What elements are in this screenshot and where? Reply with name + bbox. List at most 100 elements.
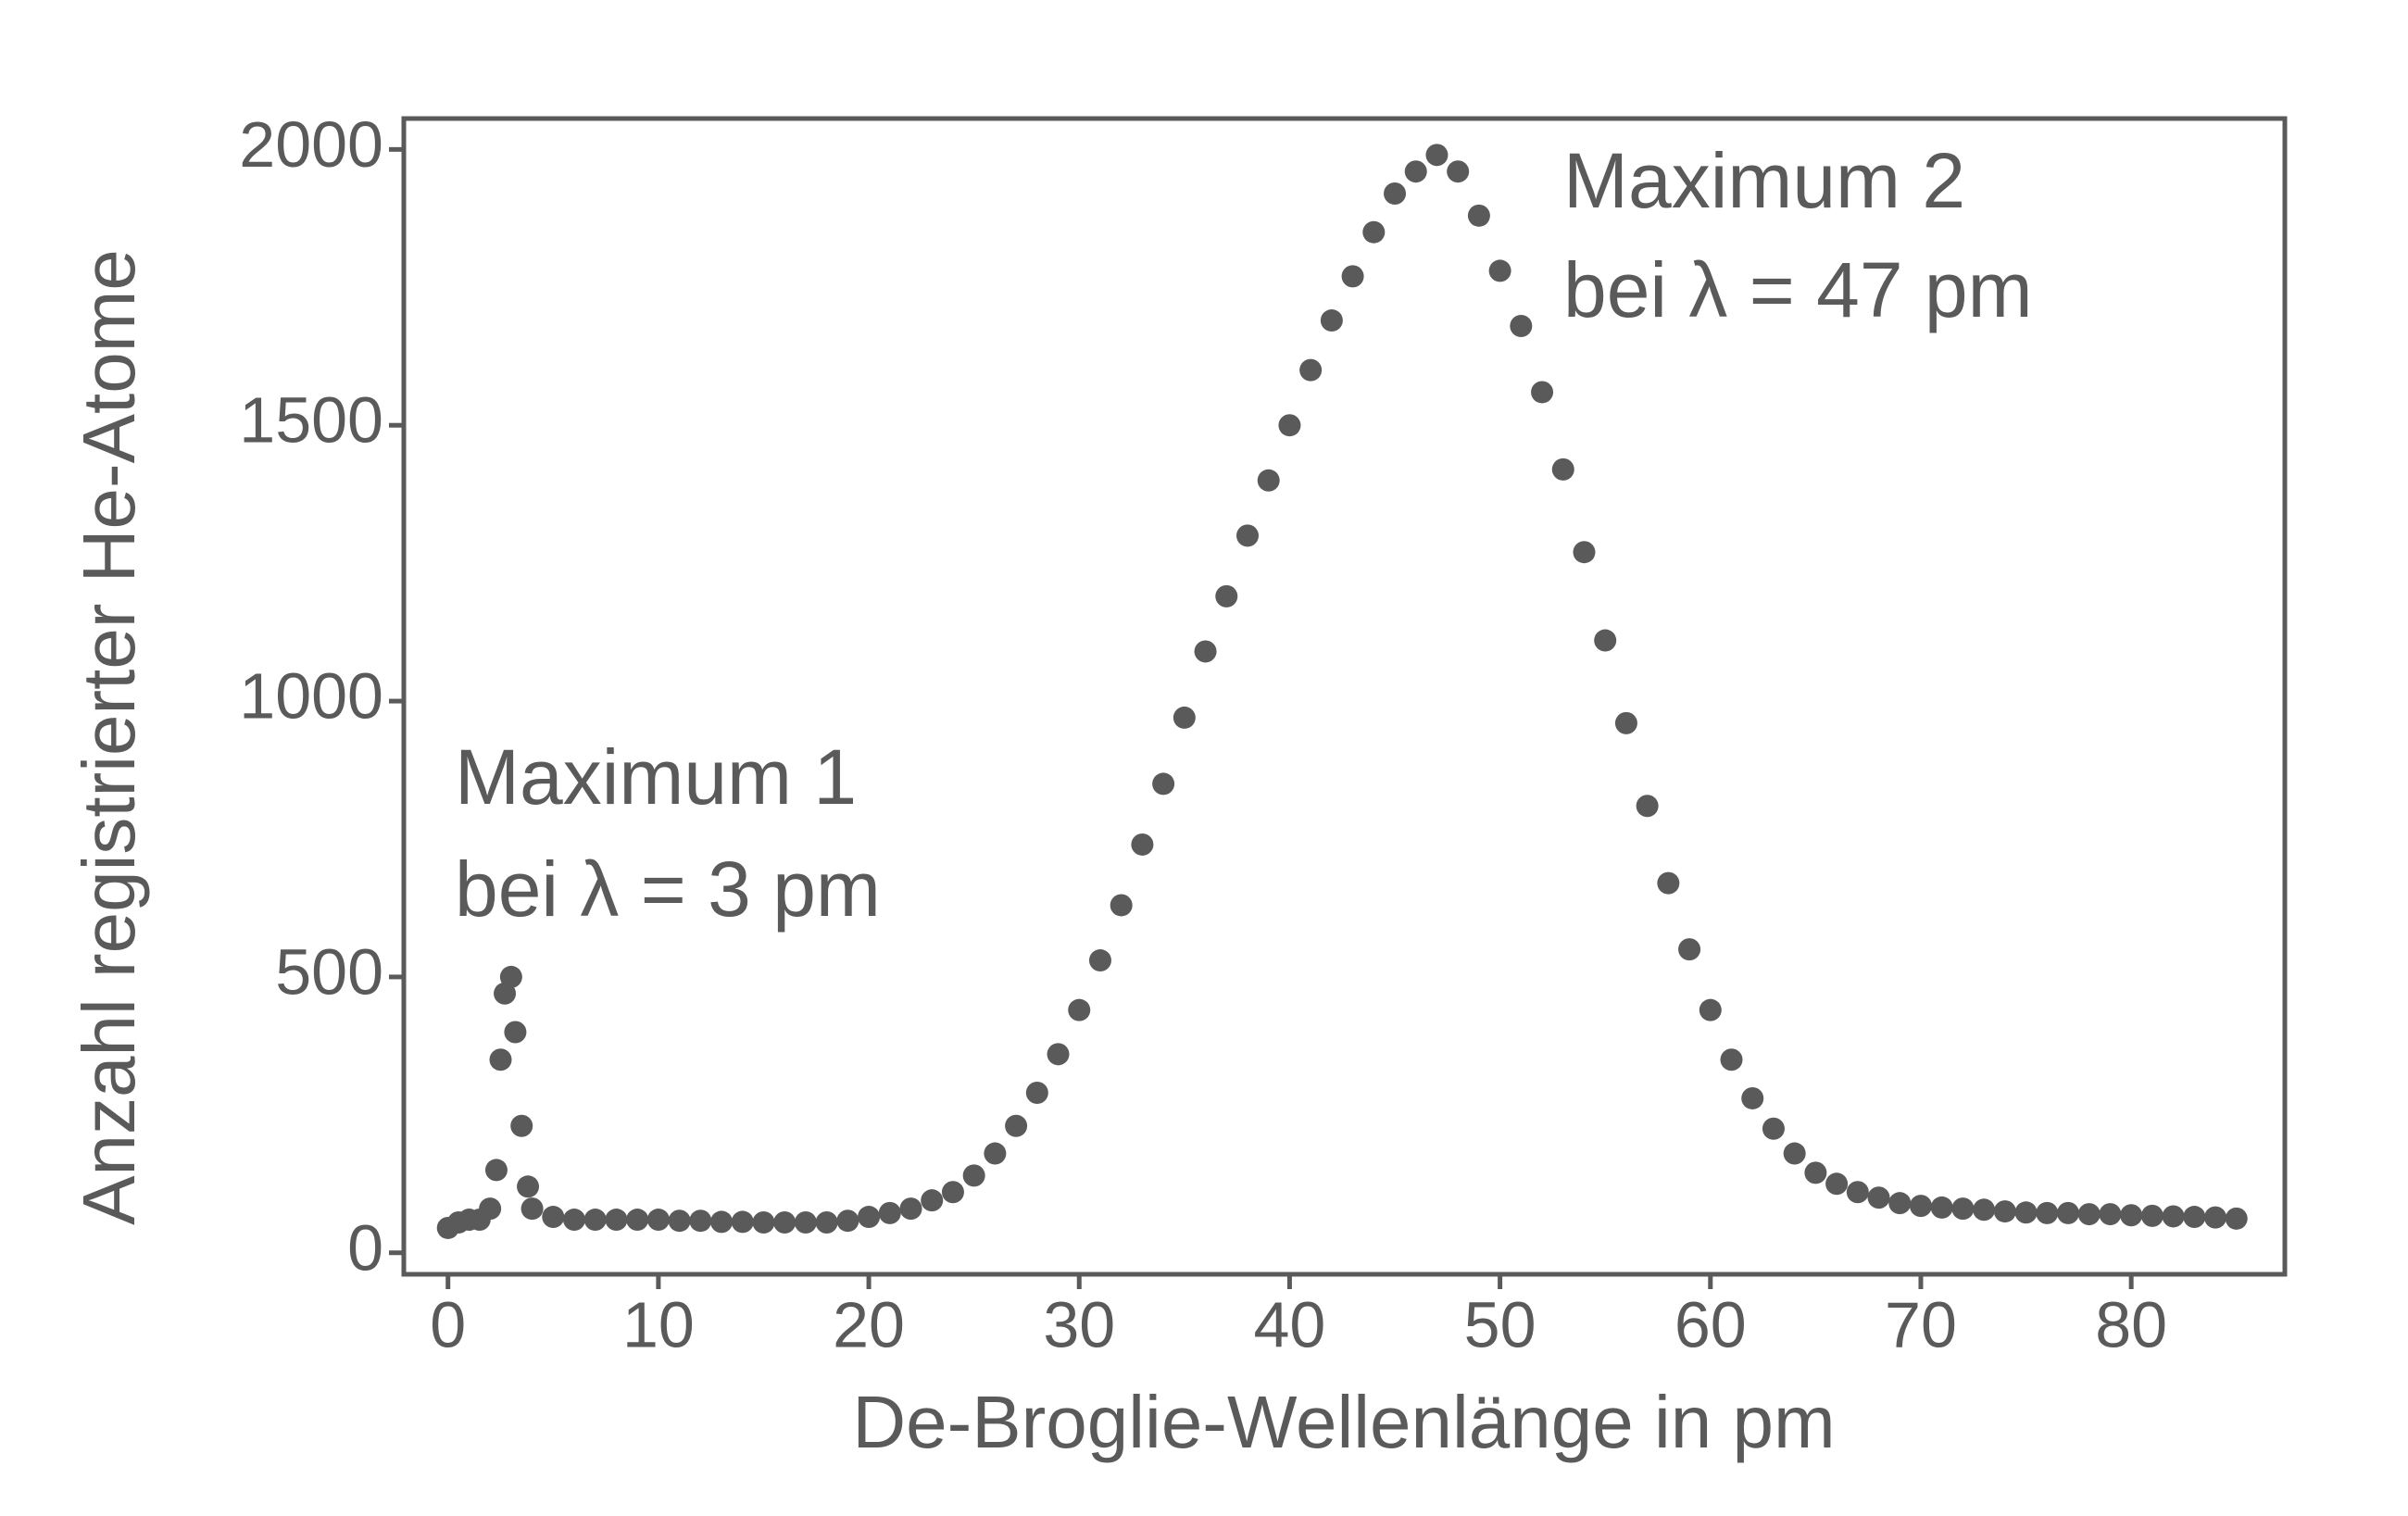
- x-tick-label: 60: [1674, 1288, 1747, 1360]
- data-point: [1152, 772, 1175, 796]
- data-point: [710, 1210, 734, 1234]
- data-point: [1025, 1082, 1048, 1105]
- data-point: [836, 1209, 859, 1233]
- data-point: [2077, 1203, 2101, 1226]
- data-point: [1867, 1186, 1890, 1209]
- y-tick-label: 1500: [239, 384, 383, 457]
- x-tick-label: 40: [1253, 1288, 1325, 1360]
- data-point: [1909, 1195, 1932, 1218]
- data-point: [1783, 1142, 1806, 1165]
- x-tick-label: 10: [622, 1288, 695, 1360]
- data-point: [1636, 795, 1659, 818]
- data-point: [1068, 998, 1091, 1021]
- annotation: Maximum 1: [455, 733, 857, 821]
- data-point: [815, 1211, 838, 1234]
- y-tick-label: 500: [275, 935, 383, 1008]
- data-point: [510, 1114, 533, 1137]
- data-point: [1678, 938, 1701, 961]
- data-point: [2036, 1201, 2059, 1224]
- data-point: [1278, 414, 1301, 437]
- data-point: [2225, 1207, 2248, 1230]
- data-point: [1235, 524, 1259, 547]
- x-tick-label: 30: [1043, 1288, 1115, 1360]
- data-point: [1488, 259, 1511, 282]
- data-point: [1614, 711, 1637, 734]
- data-point: [489, 1048, 512, 1071]
- data-point: [1320, 309, 1343, 332]
- data-point: [1467, 204, 1490, 227]
- data-point: [1930, 1196, 1953, 1219]
- data-point: [605, 1209, 628, 1232]
- data-point: [2140, 1204, 2163, 1227]
- data-point: [1173, 706, 1196, 729]
- data-point: [2014, 1201, 2038, 1224]
- data-point: [1194, 640, 1217, 663]
- data-point: [984, 1142, 1007, 1165]
- data-point: [1573, 541, 1596, 564]
- data-point: [731, 1210, 754, 1234]
- data-point: [962, 1164, 985, 1187]
- data-point: [1993, 1200, 2016, 1223]
- data-point: [504, 1021, 527, 1044]
- data-point: [1110, 894, 1133, 917]
- data-point: [1804, 1161, 1827, 1184]
- data-point: [1888, 1192, 1912, 1215]
- data-point: [899, 1197, 922, 1221]
- data-point: [517, 1175, 540, 1198]
- y-axis-label: Anzahl registrierter He-Atome: [68, 249, 150, 1225]
- data-point: [1510, 314, 1533, 337]
- annotation: Maximum 2: [1563, 137, 1965, 224]
- data-point: [878, 1201, 901, 1224]
- data-point: [1384, 182, 1407, 206]
- data-point: [1362, 220, 1386, 244]
- data-point: [1088, 949, 1111, 972]
- data-point: [921, 1189, 944, 1212]
- data-point: [1341, 265, 1364, 288]
- annotation: bei λ = 47 pm: [1563, 246, 2033, 333]
- data-point: [1951, 1197, 1975, 1221]
- data-point: [2120, 1204, 2143, 1227]
- data-point: [1531, 381, 1554, 404]
- data-point: [1215, 584, 1238, 608]
- data-point: [941, 1181, 964, 1204]
- data-point: [646, 1209, 670, 1232]
- x-tick-label: 50: [1464, 1288, 1536, 1360]
- data-point: [1720, 1048, 1743, 1071]
- annotation: bei λ = 3 pm: [455, 846, 881, 933]
- data-point: [1594, 629, 1617, 652]
- data-point: [2204, 1206, 2227, 1229]
- data-point: [1846, 1181, 1869, 1204]
- data-point: [2162, 1205, 2185, 1228]
- y-tick-label: 0: [347, 1211, 383, 1284]
- data-point: [1404, 160, 1427, 183]
- plot-frame: [401, 116, 2288, 1277]
- data-point: [583, 1209, 607, 1232]
- data-point: [1825, 1172, 1849, 1196]
- data-point: [542, 1206, 565, 1229]
- data-point: [1005, 1114, 1028, 1137]
- data-point: [1447, 160, 1470, 183]
- data-point: [479, 1197, 502, 1221]
- data-point: [1551, 457, 1574, 481]
- data-point: [1657, 871, 1680, 895]
- data-point: [1131, 833, 1154, 856]
- data-point: [2057, 1201, 2080, 1224]
- data-point: [484, 1159, 508, 1182]
- data-point: [1762, 1117, 1785, 1140]
- data-point: [563, 1209, 586, 1232]
- data-point: [1257, 469, 1280, 492]
- data-point: [1741, 1086, 1764, 1109]
- x-tick-label: 20: [833, 1288, 905, 1360]
- data-point: [752, 1211, 775, 1234]
- y-tick-label: 1000: [239, 660, 383, 733]
- data-point: [1973, 1198, 1996, 1222]
- data-point: [689, 1209, 712, 1233]
- data-point: [520, 1197, 544, 1221]
- x-tick-label: 0: [430, 1288, 466, 1360]
- data-point: [1047, 1043, 1070, 1066]
- x-axis-label: De-Broglie-Wellenlänge in pm: [852, 1381, 1835, 1463]
- x-tick-label: 80: [2095, 1288, 2167, 1360]
- x-tick-label: 70: [1885, 1288, 1957, 1360]
- data-point: [1425, 144, 1449, 167]
